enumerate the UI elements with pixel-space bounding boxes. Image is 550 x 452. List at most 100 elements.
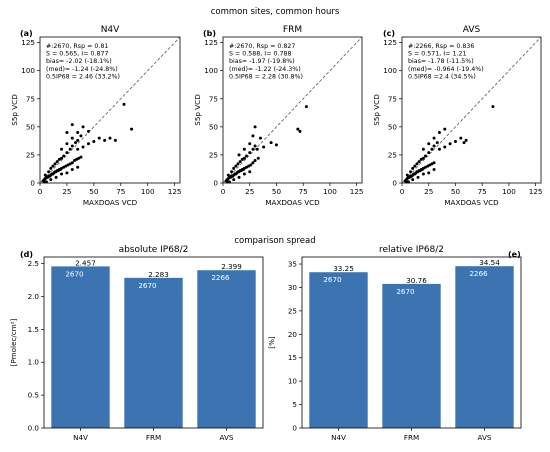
data-point [81,145,85,149]
stats-line: 0.5IP68 =2.4 (34.5%) [408,73,476,80]
data-point [245,154,249,158]
y-axis-label: S5p VCD [193,94,202,126]
data-point [255,147,259,151]
data-point [453,139,457,143]
data-point [415,162,419,166]
x-tick-label: 125 [168,187,182,196]
data-point [296,127,300,131]
panel-label: (c) [383,29,395,38]
stats-line: (med)= -1.22 (-24.3%) [229,66,301,73]
data-point [432,161,436,165]
data-point [251,161,255,165]
bar [455,266,514,428]
y-tick-label: 50 [209,122,219,131]
data-point [262,145,266,149]
data-point [43,173,47,177]
data-point [232,178,236,182]
bar [51,266,110,428]
y-axis-label: [%] [267,336,276,349]
data-point [226,173,230,177]
y-tick-label: 100 [383,66,397,75]
x-tick-label: 50 [89,187,99,196]
data-point [49,178,53,182]
data-point [74,141,78,145]
bar-count-label: 2670 [396,287,415,296]
stats-line: #:2670, Rsp = 0.827 [229,43,295,50]
data-point [47,170,51,174]
panel-title: absolute IP68/2 [119,245,189,255]
bar-count-label: 2670 [323,275,342,284]
data-point [60,156,64,160]
data-point [258,136,262,140]
y-tick-label: 25 [388,150,397,159]
x-tick-label: AVS [220,433,234,442]
panel-title: relative IP68/2 [379,245,444,255]
stats-line: bias= -1.97 (-19.8%) [229,58,295,65]
bar-value-label: 34.54 [479,258,500,267]
data-point [432,168,436,172]
data-point [79,134,83,138]
scatter-panel-frm: (b) FRM 00 25 25 50 50 75 75 100 100 125 125 MAXDOAS … [193,25,364,207]
data-point [443,127,447,131]
data-point [298,129,302,133]
bar [124,277,183,428]
data-point [464,138,468,142]
data-point [79,155,83,159]
data-point [427,151,431,155]
x-tick-label: 125 [529,187,543,196]
data-point [65,130,69,134]
data-point [103,138,107,142]
x-tick-label: 25 [424,187,433,196]
data-point [274,143,278,147]
plot-frame [43,256,264,429]
data-point [70,136,74,140]
top-title: common sites, common hours [211,7,340,17]
data-point [53,162,57,166]
y-tick-label: 1.5 [28,325,39,334]
data-point [430,147,434,151]
data-point [76,165,80,169]
x-tick-label: 50 [451,187,461,196]
data-point [406,180,410,184]
y-tick-label: 2.0 [28,292,40,301]
data-point [227,180,231,184]
data-point [421,147,425,151]
y-tick-label: 2.5 [28,259,39,268]
x-tick-label: 100 [323,187,337,196]
data-point [51,164,55,168]
x-tick-label: 0 [38,187,43,196]
stats-line: S = 0.571, I= 1.21 [408,51,466,58]
data-point [44,180,48,184]
data-point [248,142,252,146]
panel-title: FRM [283,25,302,35]
y-tick-label: 0 [292,424,297,433]
data-point [113,138,117,142]
data-point [427,142,431,146]
y-tick-label: 125 [21,38,35,47]
data-point [92,139,96,143]
x-tick-label: 125 [350,187,364,196]
mid-title: comparison spread [234,236,315,246]
data-point [248,170,252,174]
y-tick-label: 25 [209,150,218,159]
data-point [65,151,69,155]
x-tick-label: AVS [478,433,492,442]
plot-frame [39,36,181,184]
x-tick-label: FRM [146,433,161,442]
scatter-panel-n4v: (a) N4V 00 25 25 50 50 75 75 100 100 125 125 MAXDOAS … [10,25,181,207]
stats-line: bias= -1.78 (-11.5%) [408,58,474,65]
data-point [432,136,436,140]
y-axis-label: S5p VCD [10,94,19,126]
data-point [65,171,69,175]
bar-panel-absolute: (d) absolute IP68/2 2.457 2670 N4V 2.283 2670 F… [9,245,264,442]
data-point [130,127,134,131]
data-point [432,144,436,148]
panel-title: N4V [101,25,120,35]
data-point [122,102,126,106]
y-tick-label: 50 [388,122,398,131]
y-tick-label: 0.5 [28,391,39,400]
data-point [437,130,441,134]
data-point [237,153,241,157]
x-tick-label: 75 [116,187,125,196]
